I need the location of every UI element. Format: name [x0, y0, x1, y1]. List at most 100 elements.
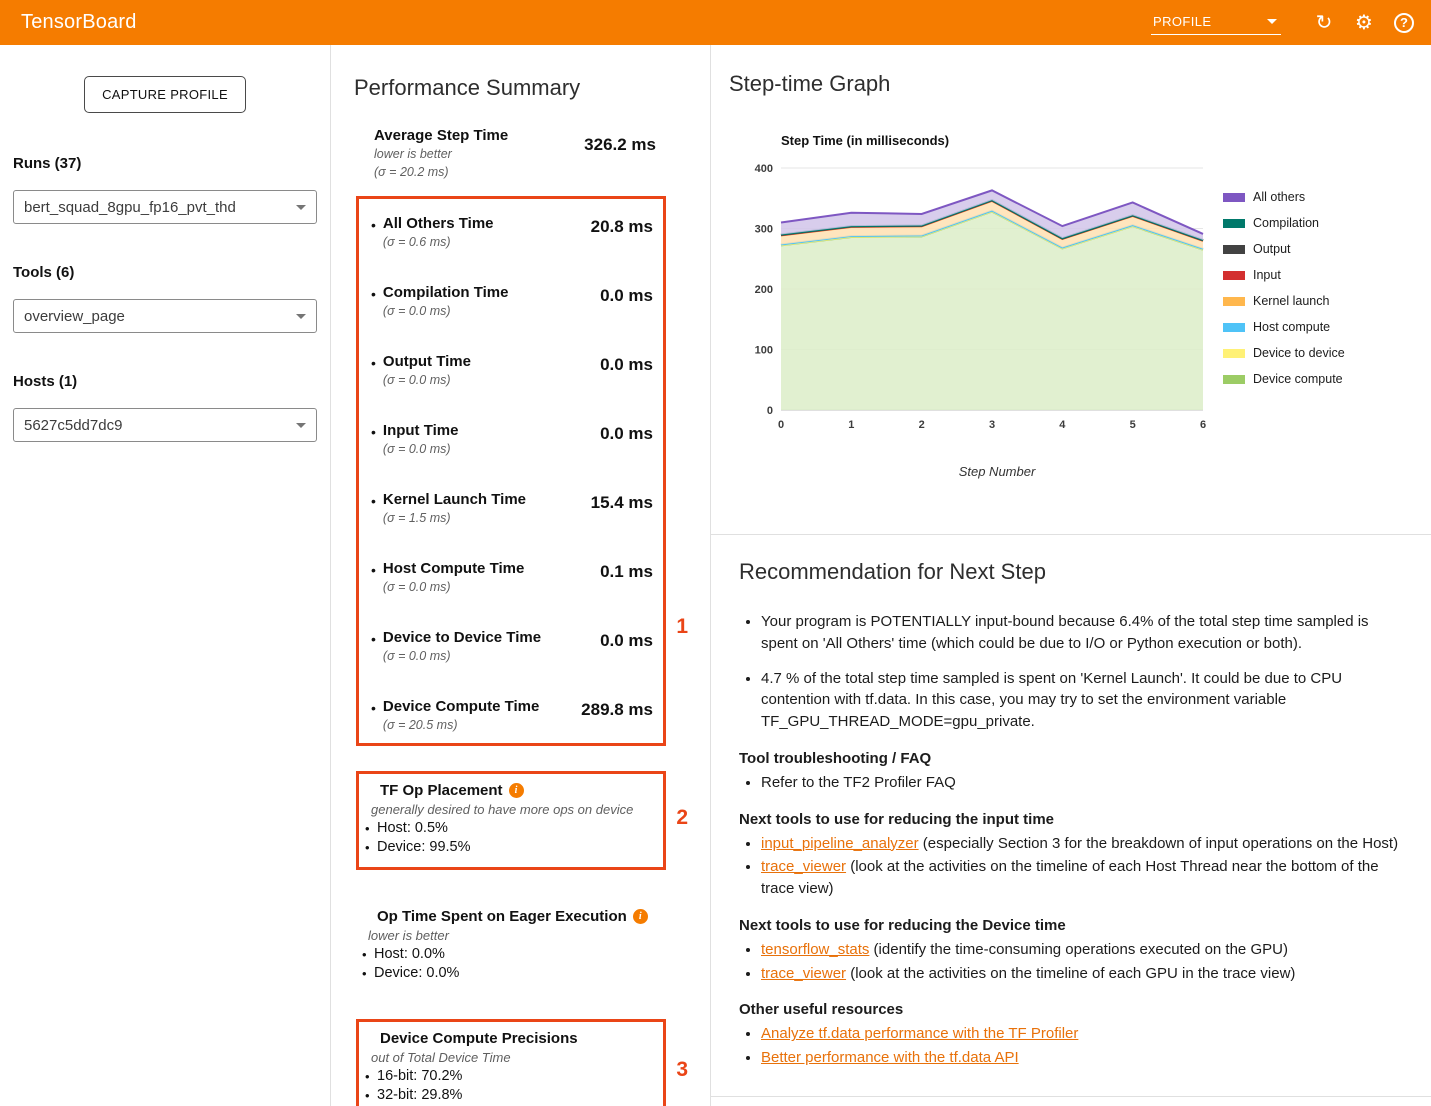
rec-item-text: (look at the activities on the timeline …	[761, 858, 1379, 897]
svg-text:3: 3	[989, 419, 995, 431]
recommendation-item: tensorflow_stats (identify the time-cons…	[761, 939, 1401, 961]
legend-item: Host compute	[1223, 320, 1345, 334]
metric-value: 0.0 ms	[600, 355, 653, 374]
tf-op-placement-list: Host: 0.5%Device: 99.5%	[365, 819, 653, 857]
metric-label: Compilation Time	[382, 284, 509, 301]
legend-label: Host compute	[1253, 320, 1331, 334]
reload-button[interactable]: ↻	[1315, 12, 1333, 34]
step-time-chart: 0 100 200 300 400 0 1 2 3 4 5 6	[755, 163, 1206, 431]
metric-sigma: (σ = 20.5 ms)	[382, 718, 458, 732]
rec-link[interactable]: trace_viewer	[761, 964, 847, 982]
tf-op-placement-note: generally desired to have more ops on de…	[371, 802, 634, 817]
bullet-icon: •	[371, 562, 376, 578]
rec-link[interactable]: tensorflow_stats	[761, 940, 870, 958]
device-compute-precisions-note: out of Total Device Time	[371, 1050, 511, 1065]
eager-execution-note: lower is better	[368, 928, 449, 943]
metric-sigma: (σ = 0.0 ms)	[382, 442, 451, 456]
metric-value: 20.8 ms	[590, 217, 653, 236]
metric-row: • Input Time (σ = 0.0 ms) 0.0 ms	[371, 422, 653, 457]
recommendation-section-list: Analyze tf.data performance with the TF …	[739, 1023, 1401, 1069]
bullet-icon: •	[371, 631, 376, 647]
legend-label: Kernel launch	[1253, 294, 1330, 308]
dashboard-select[interactable]: PROFILE	[1151, 11, 1281, 35]
metric-row: • Host Compute Time (σ = 0.0 ms) 0.1 ms	[371, 560, 653, 595]
average-step-time-label: Average Step Time	[374, 127, 509, 144]
runs-group: Runs (37) bert_squad_8gpu_fp16_pvt_thd	[0, 155, 330, 224]
help-button[interactable]: ?	[1391, 10, 1417, 36]
legend-swatch	[1223, 244, 1245, 254]
device-compute-precisions-list: 16-bit: 70.2%32-bit: 29.8%	[365, 1067, 653, 1105]
tf-op-placement-box: TF Op Placement i generally desired to h…	[356, 771, 688, 870]
chevron-down-icon	[1267, 18, 1277, 24]
hosts-select[interactable]: 5627c5dd7dc9	[13, 408, 317, 442]
metric-sigma: (σ = 1.5 ms)	[382, 511, 451, 525]
legend-label: Device compute	[1253, 372, 1343, 386]
rec-link[interactable]: Better performance with the tf.data API	[761, 1049, 1019, 1066]
metric-value: 15.4 ms	[590, 493, 653, 512]
recommendation-card: Recommendation for Next Step Your progra…	[711, 535, 1431, 1097]
tools-select[interactable]: overview_page	[13, 299, 317, 333]
metric-row: • Kernel Launch Time (σ = 1.5 ms) 15.4 ms	[371, 491, 653, 526]
legend-swatch	[1223, 322, 1245, 332]
recommendation-item: Refer to the TF2 Profiler FAQ	[761, 772, 1401, 794]
annotation-2: 2	[676, 806, 688, 829]
recommendation-bullet: 4.7 % of the total step time sampled is …	[761, 668, 1401, 733]
legend-label: All others	[1253, 190, 1306, 204]
metric-sigma: (σ = 0.0 ms)	[382, 304, 451, 318]
metric-label: Device Compute Time	[382, 698, 540, 715]
recommendation-bullet: Your program is POTENTIALLY input-bound …	[761, 611, 1401, 655]
list-item: Host: 0.0%	[362, 945, 656, 964]
metric-label: Host Compute Time	[382, 560, 525, 577]
tf-op-placement-title-text: TF Op Placement	[380, 782, 503, 799]
legend-item: All others	[1223, 190, 1345, 204]
metric-label: Input Time	[382, 422, 459, 439]
svg-text:0: 0	[778, 419, 784, 431]
annotation-1: 1	[676, 615, 688, 638]
dashboard-select-value: PROFILE	[1153, 13, 1212, 29]
legend-item: Kernel launch	[1223, 294, 1345, 308]
info-icon[interactable]: i	[508, 783, 524, 798]
recommendation-section-heading: Next tools to use for reducing the Devic…	[739, 916, 1066, 934]
eager-execution-list: Host: 0.0%Device: 0.0%	[362, 945, 656, 983]
svg-text:0: 0	[767, 405, 773, 417]
tools-label: Tools (6)	[13, 264, 75, 281]
runs-select[interactable]: bert_squad_8gpu_fp16_pvt_thd	[13, 190, 317, 224]
metric-sigma: (σ = 0.0 ms)	[382, 649, 451, 663]
legend-swatch	[1223, 192, 1245, 202]
metric-label: Output Time	[382, 353, 471, 370]
tools-select-value: overview_page	[24, 307, 125, 325]
hosts-select-value: 5627c5dd7dc9	[24, 416, 123, 434]
metrics-list: • All Others Time (σ = 0.6 ms) 20.8 ms • Comp…	[371, 215, 653, 733]
list-item: 16-bit: 70.2%	[365, 1067, 653, 1086]
chevron-down-icon	[296, 313, 306, 319]
metric-label: Device to Device Time	[382, 629, 542, 646]
legend-item: Output	[1223, 242, 1345, 256]
bullet-icon: •	[371, 355, 376, 371]
metric-value: 0.0 ms	[600, 631, 653, 650]
svg-text:400: 400	[755, 163, 773, 175]
metric-row: • Output Time (σ = 0.0 ms) 0.0 ms	[371, 353, 653, 388]
recommendation-sections: Tool troubleshooting / FAQ Refer to the T…	[739, 750, 1401, 1069]
rec-link[interactable]: Analyze tf.data performance with the TF …	[761, 1025, 1079, 1043]
info-icon[interactable]: i	[632, 909, 648, 924]
list-item: Device: 99.5%	[365, 838, 653, 857]
performance-summary-title: Performance Summary	[354, 75, 581, 100]
recommendation-item: input_pipeline_analyzer (especially Sect…	[761, 833, 1401, 855]
chart-xlabel: Step Number	[958, 464, 1036, 479]
average-step-time-note: lower is better	[374, 147, 452, 161]
metric-sigma: (σ = 0.6 ms)	[382, 235, 451, 249]
settings-button[interactable]: ⚙	[1355, 12, 1373, 34]
metric-sigma: (σ = 0.0 ms)	[382, 373, 451, 387]
recommendation-section-list: input_pipeline_analyzer (especially Sect…	[739, 833, 1401, 900]
rec-link[interactable]: input_pipeline_analyzer	[761, 834, 919, 852]
metric-value: 0.0 ms	[600, 286, 653, 305]
eager-execution-section: Op Time Spent on Eager Execution i lower…	[356, 908, 666, 983]
metric-value: 0.0 ms	[600, 424, 653, 443]
recommendation-bullets: Your program is POTENTIALLY input-bound …	[739, 611, 1401, 733]
rec-link[interactable]: trace_viewer	[761, 858, 847, 876]
capture-profile-button[interactable]: CAPTURE PROFILE	[84, 76, 246, 113]
recommendation-section-heading: Other useful resources	[739, 1001, 904, 1019]
svg-text:200: 200	[755, 284, 773, 296]
annotation-3: 3	[676, 1058, 688, 1081]
list-item: Host: 0.5%	[365, 819, 653, 838]
